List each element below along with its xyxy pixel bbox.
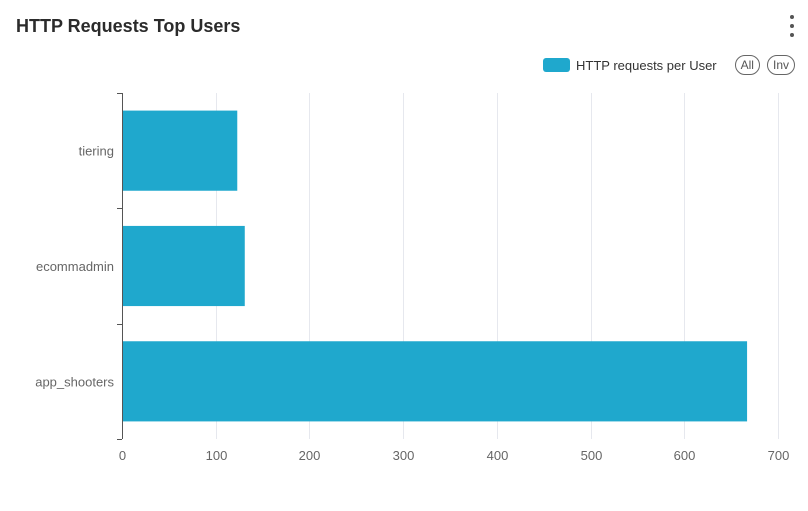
kebab-menu-icon[interactable] <box>786 15 798 37</box>
menu-dot <box>790 24 794 28</box>
chart-legend: HTTP requests per User All Inv <box>543 54 795 76</box>
x-tick-label: 300 <box>393 448 415 463</box>
y-tick-label: app_shooters <box>35 374 114 389</box>
x-tick-label: 400 <box>487 448 509 463</box>
bar[interactable] <box>122 225 245 307</box>
bar[interactable] <box>122 110 238 191</box>
invert-selection-button[interactable]: Inv <box>766 55 795 75</box>
x-tick-label: 500 <box>581 448 603 463</box>
y-tick-label: ecommadmin <box>36 259 114 274</box>
show-all-button[interactable]: All <box>734 55 760 75</box>
menu-dot <box>790 33 794 37</box>
x-tick-label: 200 <box>299 448 321 463</box>
bar[interactable] <box>122 341 748 422</box>
x-tick-label: 0 <box>119 448 126 463</box>
legend-swatch[interactable] <box>543 58 570 72</box>
y-tick-label: tiering <box>79 144 114 159</box>
tick-labels: 0 100 200 300 400 500 600 700 tiering ecommadmin a… <box>35 144 789 463</box>
x-tick-label: 100 <box>206 448 228 463</box>
axes <box>117 93 123 440</box>
x-tick-label: 600 <box>674 448 696 463</box>
legend-label[interactable]: HTTP requests per User <box>576 57 717 73</box>
chart-title: HTTP Requests Top Users <box>16 16 241 36</box>
menu-dot <box>790 15 794 19</box>
x-tick-label: 700 <box>768 448 790 463</box>
bars <box>122 110 748 422</box>
